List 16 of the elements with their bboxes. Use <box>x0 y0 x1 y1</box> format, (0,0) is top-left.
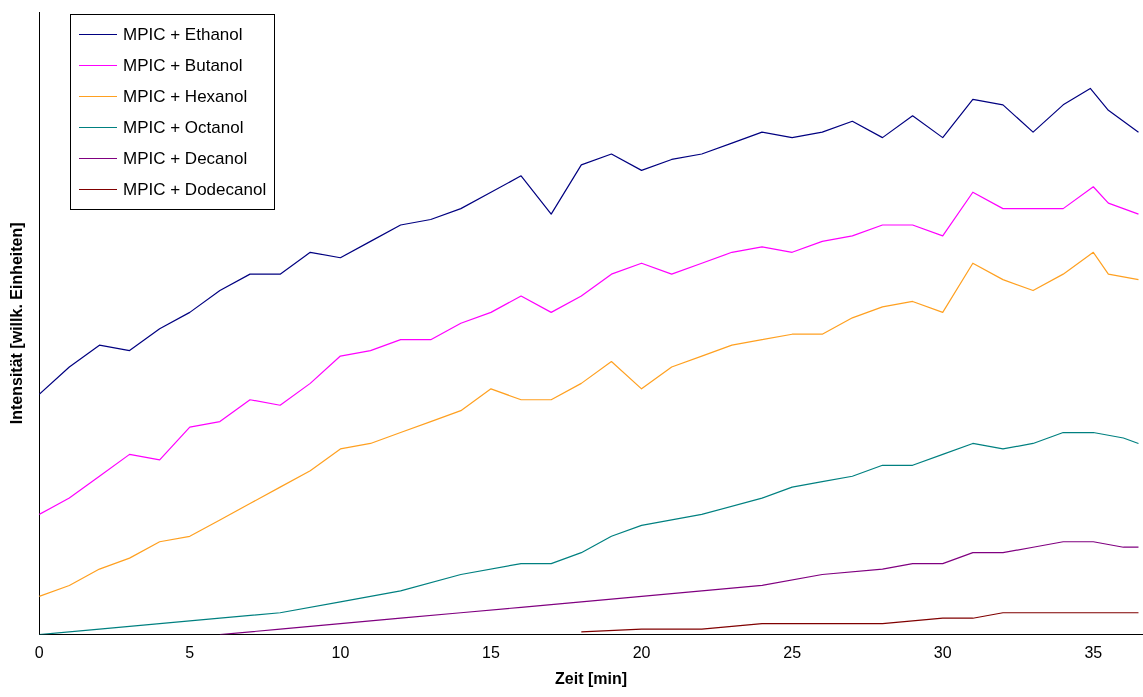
x-tick-label: 15 <box>482 643 500 661</box>
legend-label: MPIC + Dodecanol <box>123 179 267 200</box>
legend-label: MPIC + Decanol <box>123 148 248 169</box>
x-tick-label: 30 <box>933 643 952 661</box>
x-tick-label: 10 <box>331 643 350 661</box>
legend-label: MPIC + Butanol <box>123 55 243 76</box>
x-tick-label: 35 <box>1084 643 1103 661</box>
legend-label: MPIC + Ethanol <box>123 24 243 45</box>
legend-label: MPIC + Octanol <box>123 117 244 138</box>
x-tick-label: 20 <box>632 643 651 661</box>
y-axis-title: Intensität [willk. Einheiten] <box>8 222 26 425</box>
x-tick-label: 25 <box>783 643 802 661</box>
x-tick-label: 0 <box>34 643 44 661</box>
x-axis-title: Zeit [min] <box>555 669 628 687</box>
x-tick-label: 5 <box>185 643 195 661</box>
legend-label: MPIC + Hexanol <box>123 86 248 107</box>
